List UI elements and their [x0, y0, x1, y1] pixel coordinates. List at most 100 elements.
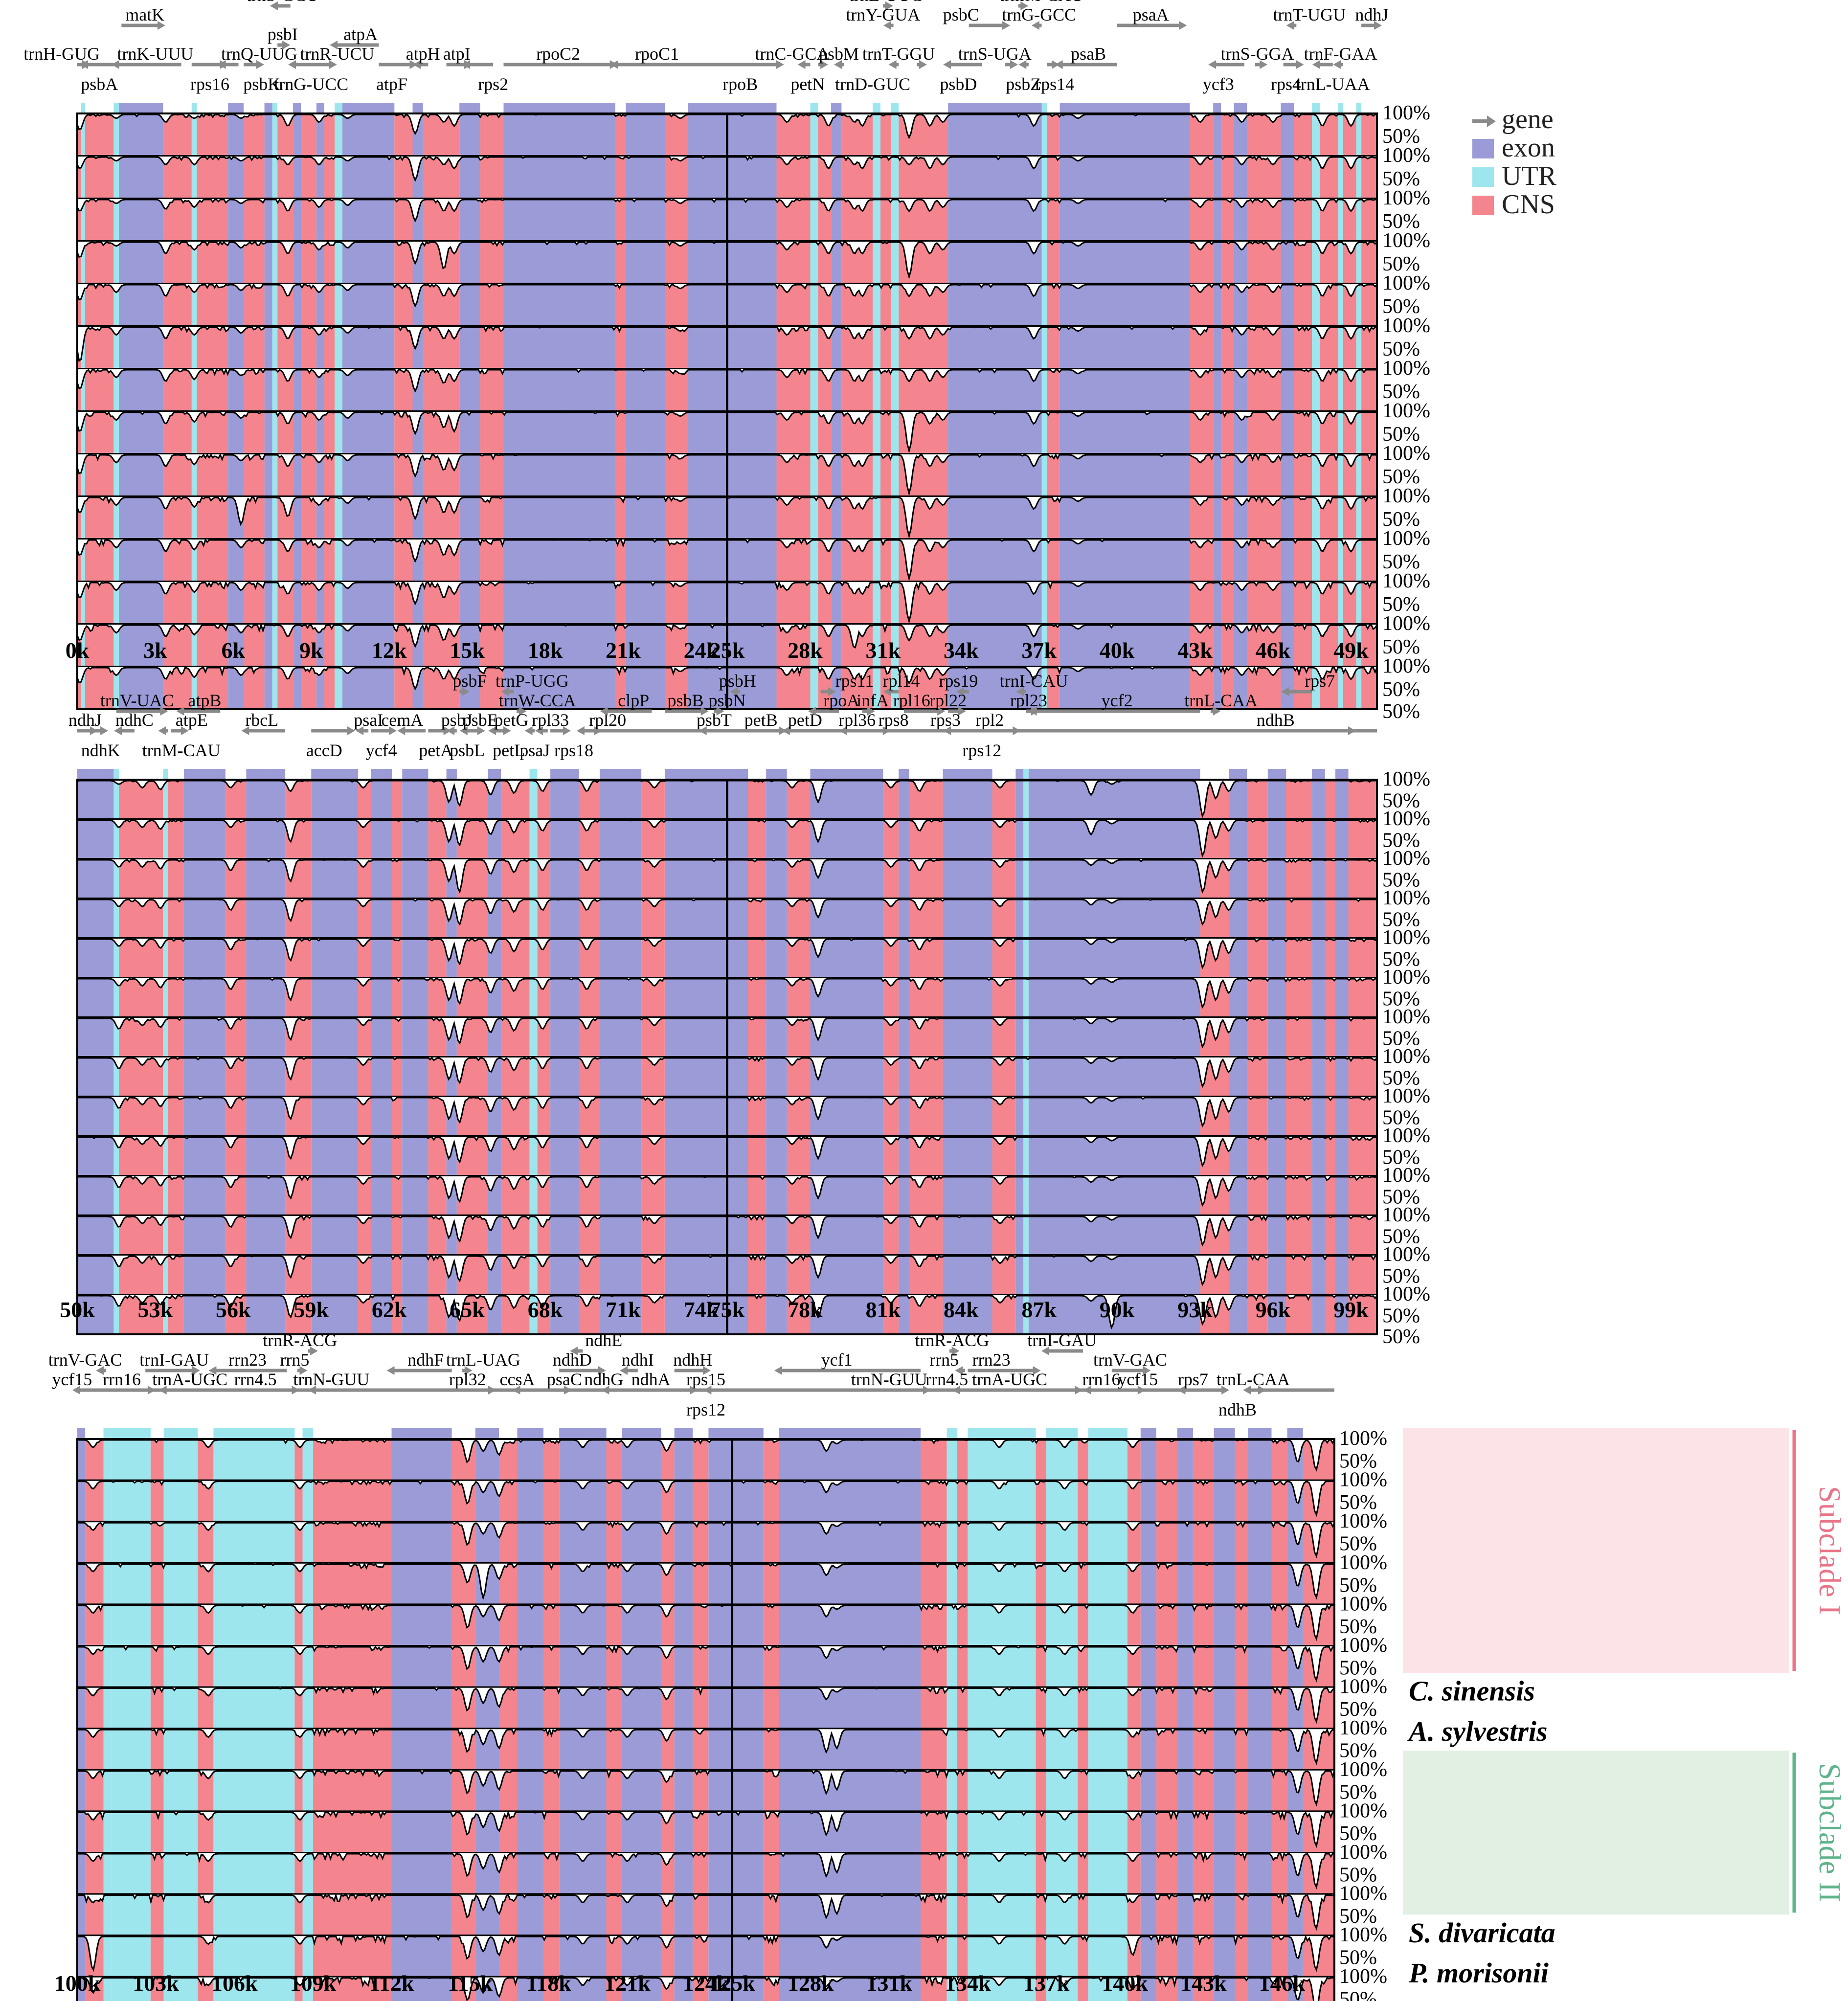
annotation-box: [412, 103, 423, 112]
gene-label: trnC-GCA: [755, 44, 829, 64]
pct-label-50: 50%: [1339, 1616, 1377, 1638]
gene-label: rps15: [686, 1370, 725, 1389]
gene-arrowhead: [256, 60, 264, 69]
annotation-box: [391, 1428, 452, 1438]
pct-label-50: 50%: [1382, 295, 1420, 318]
gene-label: trnY-GUA: [846, 5, 920, 24]
gene-arrowhead: [955, 1366, 963, 1375]
taxon-label: S. divaricata: [1409, 1917, 1555, 1949]
gene-arrowhead: [288, 60, 296, 69]
gene-label: trnE-UUC: [849, 0, 923, 5]
gene-label: psaJ: [519, 741, 550, 760]
gene-label: petD: [788, 710, 822, 730]
identity-profiles: [77, 1439, 1335, 2001]
gene-label: petG: [494, 710, 528, 730]
gene-label: trnP-UGG: [496, 671, 569, 691]
x-tick-label: 56k: [216, 1297, 251, 1322]
gene-label: trnS-UGA: [958, 44, 1032, 64]
gene-label: trnV-GAC: [1093, 1350, 1167, 1370]
annotation-box: [335, 103, 342, 112]
gene-label: rrn16: [103, 1370, 141, 1389]
gene-label: psaC: [547, 1370, 582, 1389]
gene-label: trnD-GUC: [835, 74, 910, 94]
taxon-name: S. divaricata: [1409, 1917, 1555, 1949]
gene-label: psbT: [697, 710, 732, 730]
gene-label: rpl23: [1010, 691, 1047, 710]
gene-label: rps3: [930, 710, 961, 730]
x-tick-label: 99k: [1333, 1297, 1369, 1322]
pct-label-100: 100%: [1382, 655, 1430, 677]
identity-line: [77, 1727, 1334, 1765]
annotation-box: [342, 103, 395, 112]
gene-arrowhead: [72, 1386, 80, 1394]
region-band-exon: [1140, 1439, 1156, 2001]
gene-arrowhead: [888, 60, 897, 69]
gene-label: ycf15: [52, 1370, 92, 1389]
x-tick-label: 3k: [143, 638, 167, 663]
pct-label-100: 100%: [1339, 1924, 1387, 1946]
pct-label-100: 100%: [1339, 1841, 1387, 1864]
taxon-name: A. sylvestris: [1407, 1715, 1548, 1747]
gene-label: petL: [493, 741, 525, 760]
gene-label: ccsA: [500, 1370, 535, 1389]
annotation-box: [1312, 769, 1325, 779]
identity-line: [77, 1521, 1335, 1558]
gene-arrowhead: [808, 707, 816, 716]
annotation-box: [402, 769, 428, 779]
annotation-box: [550, 769, 579, 779]
x-tick-label: 40k: [1100, 638, 1135, 663]
gene-arrowhead: [1010, 60, 1018, 69]
gene-label: rpl36: [838, 710, 876, 730]
gene-arrowhead: [867, 707, 875, 716]
gene-label: trnI-CAU: [1000, 671, 1068, 691]
pct-label-100: 100%: [1382, 1164, 1430, 1187]
pct-label-100: 100%: [1382, 229, 1430, 252]
gene-label: trnS-GGA: [1221, 44, 1294, 64]
pct-label-50: 50%: [1339, 1988, 1377, 2001]
annotation-box: [810, 103, 818, 112]
panel-2: 100%50%100%50%100%50%100%50%100%50%100%5…: [60, 671, 1430, 1348]
gene-label: rbcL: [245, 710, 278, 730]
pct-label-50: 50%: [1339, 1864, 1377, 1887]
pct-label-100: 100%: [1382, 1085, 1430, 1107]
annotation-box: [708, 1428, 764, 1438]
pct-label-50: 50%: [1382, 1186, 1420, 1209]
annotation-box: [529, 769, 538, 779]
annotation-box: [665, 769, 748, 779]
pct-label-50: 50%: [1339, 1698, 1377, 1721]
gene-label: rps7: [1305, 671, 1335, 691]
x-tick-label: 128k: [788, 1971, 834, 1996]
gene-label: trnL-CAA: [1184, 691, 1258, 710]
gene-label: ndhJ: [68, 710, 102, 730]
pct-label-50: 50%: [1382, 1028, 1420, 1050]
gene-arrowhead: [1374, 21, 1382, 30]
gene-label: atpF: [376, 74, 407, 94]
annotation-box: [81, 103, 85, 112]
gene-label: psbI: [268, 24, 298, 44]
pct-label-50: 50%: [1382, 1067, 1420, 1090]
region-band-cns: [606, 1439, 622, 2001]
region-band-exon: [622, 1439, 661, 2001]
identity-scale: 100%50%100%50%100%50%100%50%100%50%100%5…: [1339, 1427, 1387, 2001]
gene-label: psaI: [354, 710, 383, 730]
gene-arrowhead: [1221, 1386, 1230, 1394]
pct-label-100: 100%: [1382, 808, 1430, 830]
gene-arrowhead: [1281, 687, 1289, 696]
gene-arrowhead: [158, 21, 165, 30]
gene-label: psbC: [943, 5, 979, 24]
x-tick-label: 6k: [222, 638, 246, 663]
gene-label: psbD: [940, 74, 977, 94]
gene-arrowhead: [563, 726, 571, 735]
gene-label: rps12: [686, 1400, 725, 1419]
gene-arrowhead: [413, 60, 421, 69]
region-band-cns: [957, 1439, 968, 2001]
pct-label-100: 100%: [1339, 1469, 1387, 1491]
x-tick-label: 46k: [1256, 638, 1291, 663]
pct-label-50: 50%: [1382, 790, 1420, 812]
pct-label-100: 100%: [1339, 1634, 1387, 1657]
annotation-box: [1281, 103, 1294, 112]
region-band-exon: [708, 1439, 764, 2001]
gene-label: rpl16: [893, 691, 930, 710]
